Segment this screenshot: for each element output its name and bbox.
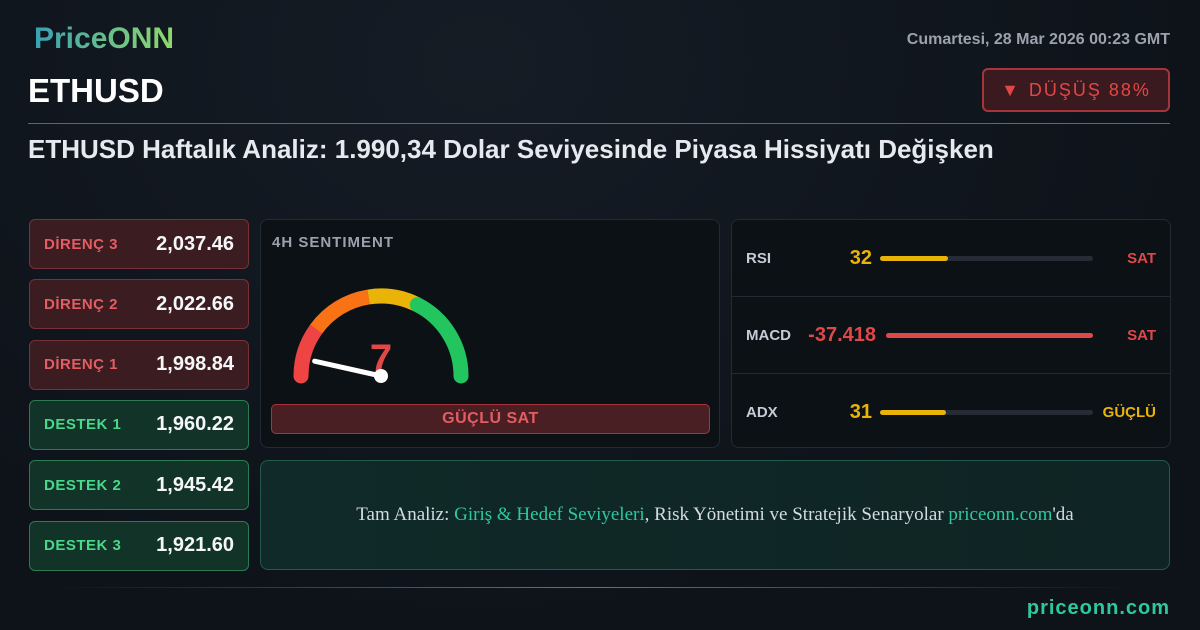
gauge-value: 7 — [370, 337, 392, 381]
cta-highlight[interactable]: Giriş & Hedef Seviyeleri — [454, 504, 645, 525]
level-label: DESTEK 2 — [44, 476, 122, 494]
indicator-signal: SAT — [1127, 249, 1156, 267]
indicator-bar — [886, 332, 1093, 338]
indicator-name: ADX — [746, 404, 778, 421]
indicator-signal: GÜÇLÜ — [1102, 404, 1156, 421]
level-resistance: DİRENÇ 2 2,022.66 — [29, 279, 249, 330]
level-resistance: DİRENÇ 1 1,998.84 — [29, 339, 249, 390]
indicator-row-adx: ADX 31 GÜÇLÜ — [732, 374, 1170, 451]
indicator-bar-fill — [880, 255, 949, 261]
footer-divider — [55, 587, 1130, 588]
datetime: Cumartesi, 28 Mar 2026 00:23 GMT — [906, 31, 1170, 48]
divider — [28, 123, 1170, 124]
triangle-down-icon: ▼ — [1001, 79, 1021, 100]
sentiment-signal: GÜÇLÜ SAT — [271, 404, 710, 434]
indicator-bar — [880, 410, 1093, 415]
indicator-value: 31 — [849, 401, 872, 423]
level-value: 2,022.66 — [156, 292, 234, 315]
gauge-segment — [310, 289, 370, 334]
gauge-segment — [409, 297, 469, 384]
indicator-row-macd: MACD -37.418 SAT — [732, 297, 1170, 374]
full-analysis-banner[interactable]: Tam Analiz: Giriş & Hedef Seviyeleri , R… — [260, 460, 1170, 570]
indicator-signal: SAT — [1127, 326, 1156, 344]
indicator-bar-fill — [886, 332, 1093, 338]
indicator-bar — [880, 255, 1093, 261]
level-support: DESTEK 1 1,960.22 — [29, 399, 249, 450]
level-label: DESTEK 1 — [44, 416, 122, 434]
indicator-row-rsi: RSI 32 SAT — [732, 220, 1170, 297]
cta-suffix: 'da — [1052, 504, 1074, 525]
level-support: DESTEK 3 1,921.60 — [29, 520, 249, 571]
headline: ETHUSD Haftalık Analiz: 1.990,34 Dolar S… — [28, 134, 994, 164]
indicator-name: RSI — [746, 249, 772, 267]
level-label: DİRENÇ 1 — [44, 356, 119, 374]
level-value: 1,945.42 — [156, 473, 234, 496]
sentiment-title: 4H SENTIMENT — [272, 234, 395, 251]
gauge-segment — [293, 321, 324, 384]
level-support: DESTEK 2 1,945.42 — [29, 460, 249, 511]
gauge-needle — [312, 358, 384, 379]
sentiment-gauge: 7 — [293, 288, 469, 384]
level-label: DESTEK 3 — [44, 537, 122, 554]
trend-badge: ▼ DÜŞÜŞ 88% — [982, 68, 1170, 112]
footer-link[interactable]: priceonn.com — [1026, 597, 1170, 619]
level-value: 1,921.60 — [156, 534, 234, 556]
cta-link[interactable]: priceonn.com — [948, 504, 1053, 525]
indicator-value: -37.418 — [808, 323, 876, 346]
cta-prefix: Tam Analiz: — [356, 504, 455, 525]
level-label: DİRENÇ 2 — [44, 295, 119, 313]
gauge-pivot — [374, 369, 388, 383]
indicator-value: 32 — [849, 246, 872, 269]
level-value: 2,037.46 — [156, 232, 234, 255]
indicator-name: MACD — [746, 326, 791, 344]
trend-label: DÜŞÜŞ 88% — [1028, 79, 1151, 100]
indicator-bar-fill — [880, 410, 947, 415]
level-label: DİRENÇ 3 — [44, 235, 119, 253]
brand-logo: PriceONN — [34, 22, 175, 55]
level-value: 1,960.22 — [156, 413, 234, 436]
level-resistance: DİRENÇ 3 2,037.46 — [29, 219, 249, 269]
level-value: 1,998.84 — [156, 353, 234, 376]
symbol-title: ETHUSD — [28, 72, 164, 109]
sentiment-panel: 4H SENTIMENT 7 GÜÇLÜ SAT — [260, 219, 720, 448]
cta-middle: , Risk Yönetimi ve Stratejik Senaryolar — [644, 504, 949, 525]
indicators-panel: RSI 32 SAT MACD -37.418 SAT ADX 31 GÜÇLÜ — [731, 219, 1171, 448]
